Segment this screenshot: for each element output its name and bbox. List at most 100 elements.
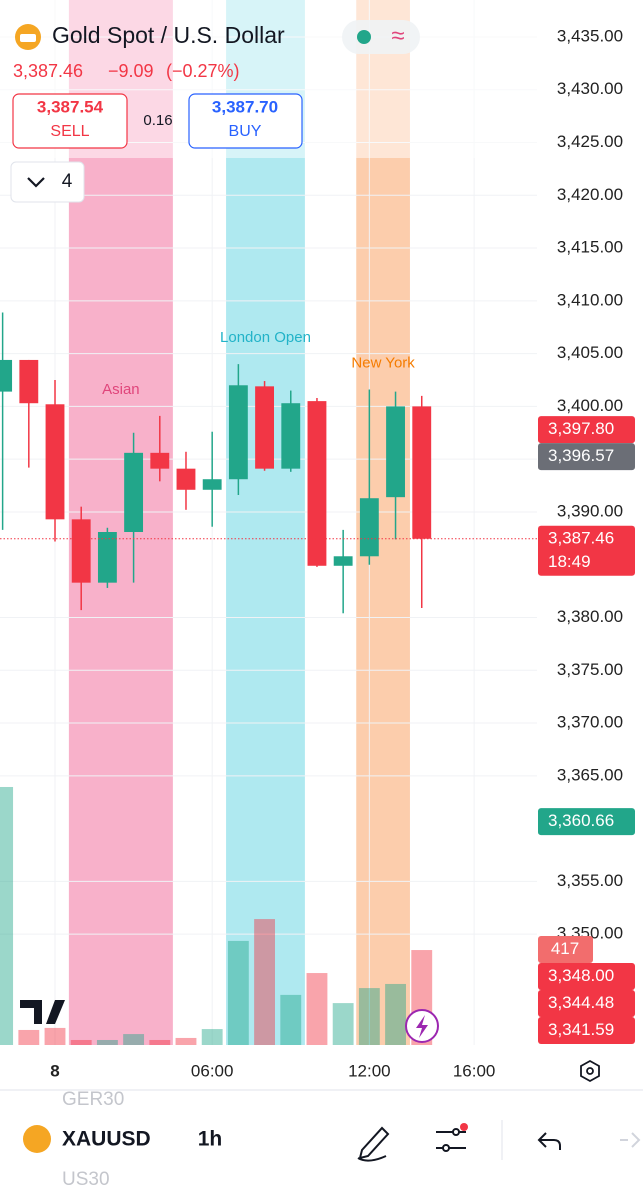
price-tag-label: 3,341.59 — [548, 1020, 614, 1039]
countdown: 18:49 — [548, 552, 591, 571]
price-tag — [538, 525, 635, 576]
price-tag-label: 3,348.00 — [548, 966, 614, 985]
x-tick-label: 8 — [50, 1061, 59, 1080]
candle-body — [202, 479, 222, 490]
toolbar-symbol[interactable]: XAUUSD — [62, 1128, 151, 1151]
y-tick-label: 3,425.00 — [557, 132, 623, 151]
volume-tag — [538, 936, 593, 963]
price-tag — [538, 416, 635, 444]
status-pill[interactable] — [342, 20, 420, 54]
candle-body — [307, 401, 327, 566]
price-tag-label: 3,396.57 — [548, 446, 614, 465]
price-tag-label: 3,387.46 — [548, 529, 614, 548]
buy-button[interactable] — [188, 93, 303, 149]
candle-body — [150, 452, 170, 469]
symbol-icon-bar — [20, 34, 36, 42]
undo-icon[interactable] — [537, 1132, 561, 1150]
y-tick-label: 3,400.00 — [557, 396, 623, 415]
x-tick-label: 12:00 — [348, 1061, 391, 1080]
price-tag-label: 3,360.66 — [548, 811, 614, 830]
badge — [460, 1123, 468, 1131]
change: −9.09 — [108, 61, 154, 81]
redo-icon[interactable] — [620, 1132, 641, 1148]
volume-bar — [0, 786, 14, 1045]
price-tag — [538, 808, 635, 836]
price-axis-bg — [537, 0, 643, 1045]
session-label: New York — [351, 354, 415, 371]
volume-bar — [44, 1027, 66, 1045]
volume-bar — [123, 1034, 145, 1045]
candle-body — [255, 386, 275, 469]
settings-sliders[interactable] — [436, 1128, 466, 1152]
volume-bar — [385, 983, 406, 1045]
y-tick-label: 3,380.00 — [557, 607, 623, 626]
symbol-above: GER30 — [62, 1089, 124, 1110]
y-tick-label: 3,430.00 — [557, 79, 623, 98]
indicator-count: 4 — [62, 171, 73, 192]
tv-logo — [20, 1000, 65, 1024]
toolbar-interval[interactable]: 1h — [198, 1128, 223, 1151]
candle-body — [19, 359, 39, 404]
candle-body — [97, 532, 117, 583]
y-tick-label: 3,365.00 — [557, 765, 623, 784]
x-tick-label: 06:00 — [191, 1061, 234, 1080]
volume-bar — [18, 1029, 40, 1045]
plot-area: 8 06:00 12:00 16:00 Asian London Open New York… — [0, 0, 643, 1081]
settings-icon[interactable] — [580, 1059, 600, 1083]
session-label: London Open — [220, 329, 311, 346]
toolbar-symbol-icon — [23, 1125, 51, 1153]
candle-body — [386, 406, 405, 498]
indicator-toggle[interactable] — [10, 161, 85, 203]
change-pct: (−0.27%) — [166, 61, 240, 81]
volume-bar — [254, 919, 276, 1045]
volume-bar — [306, 973, 328, 1045]
volume-bar — [227, 940, 249, 1045]
volume-bar — [70, 1039, 92, 1045]
candle-body — [176, 468, 196, 490]
candle-body — [0, 359, 13, 392]
spread: 0.16 — [143, 112, 172, 129]
y-tick-label: 3,370.00 — [557, 713, 623, 732]
price-tag-label: 3,397.80 — [548, 419, 614, 438]
volume-bar — [149, 1039, 171, 1045]
y-tick-label: 3,390.00 — [557, 501, 623, 520]
status-dot — [357, 30, 371, 44]
y-tick-label: 3,375.00 — [557, 660, 623, 679]
price-tag — [538, 443, 635, 471]
sell-button[interactable] — [12, 93, 128, 149]
candle-body — [228, 385, 248, 480]
draw-icon[interactable] — [357, 1126, 390, 1162]
candle-body — [281, 403, 301, 469]
session-band — [226, 0, 305, 1045]
volume-bar — [358, 988, 380, 1045]
chevron — [27, 177, 45, 188]
y-tick-label: 3,420.00 — [557, 185, 623, 204]
volume-bar — [280, 994, 302, 1045]
volume-bar — [175, 1037, 197, 1045]
sell-price: 3,387.54 — [37, 97, 104, 116]
volume-bar — [201, 1029, 223, 1045]
settings-dot — [586, 1067, 594, 1075]
candle-body — [333, 556, 353, 566]
volume-bar — [332, 1003, 354, 1045]
y-tick-label: 3,410.00 — [557, 290, 623, 309]
x-tick-label: 16:00 — [453, 1061, 496, 1080]
status-wave: ≈ — [391, 22, 404, 49]
sell-label: SELL — [50, 123, 89, 140]
price-tag — [538, 1017, 635, 1044]
y-tick-label: 3,405.00 — [557, 343, 623, 362]
candle-body — [45, 404, 65, 520]
volume-tag-label: 417 — [551, 939, 579, 958]
buy-price: 3,387.70 — [212, 97, 278, 116]
symbol-below: US30 — [62, 1169, 110, 1190]
candle-body — [124, 452, 144, 532]
y-tick-label: 3,355.00 — [557, 871, 623, 890]
lightning-icon — [416, 1015, 428, 1038]
candle-body — [71, 519, 91, 583]
candle-body — [359, 498, 379, 557]
y-tick-label: 3,435.00 — [557, 26, 623, 45]
candle-body — [412, 406, 432, 539]
price-tag — [538, 990, 635, 1017]
